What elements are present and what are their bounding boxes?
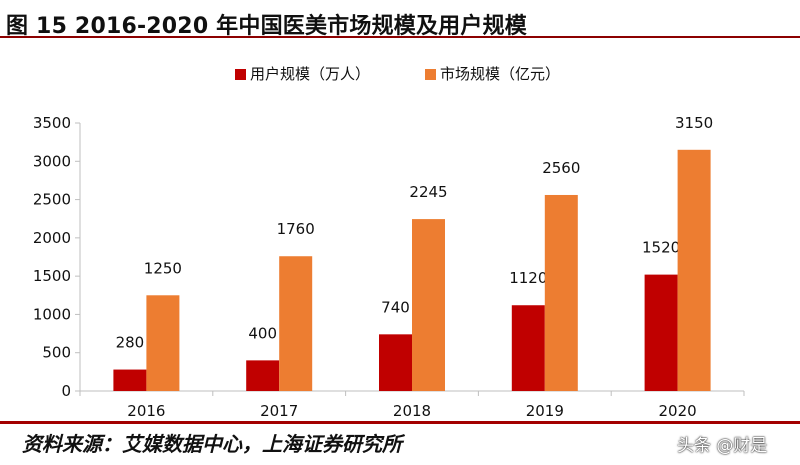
y-tick-label-0: 0 (61, 382, 71, 400)
data-label-market-scale-2020: 3150 (675, 114, 713, 132)
data-label-market-scale-2018: 2245 (409, 183, 447, 201)
x-tick-label-2020: 2020 (659, 402, 697, 420)
data-label-user-scale-2016: 280 (116, 334, 145, 352)
plot-area: 0 500 1000 1500 2000 2500 3000 3500 2016 280 1250 2… (33, 114, 745, 420)
x-tick-label-2019: 2019 (526, 402, 564, 420)
legend-label-1: 用户规模（万人） (250, 65, 370, 83)
title-underline (0, 36, 800, 38)
data-label-user-scale-2020: 1520 (642, 239, 680, 257)
chart-legend: 用户规模（万人） 市场规模（亿元） (235, 65, 560, 83)
data-label-market-scale-2019: 2560 (542, 159, 580, 177)
legend-marker-1 (235, 69, 246, 80)
bar-user-scale-2016 (113, 369, 147, 391)
data-label-market-scale-2017: 1760 (277, 220, 315, 238)
y-tick-label-500: 500 (42, 344, 71, 362)
figure-header: 图 15 2016-2020 年中国医美市场规模及用户规模 (0, 0, 800, 44)
bar-user-scale-2020 (644, 274, 678, 391)
x-tick-label-2016: 2016 (127, 402, 165, 420)
y-tick-label-2500: 2500 (33, 191, 71, 209)
x-tick-label-2018: 2018 (393, 402, 431, 420)
source-note: 资料来源：艾媒数据中心，上海证券研究所 (22, 432, 402, 456)
data-label-user-scale-2017: 400 (248, 324, 277, 342)
figure-title: 图 15 2016-2020 年中国医美市场规模及用户规模 (6, 14, 527, 39)
data-label-user-scale-2019: 1120 (509, 269, 547, 287)
source-divider (0, 421, 800, 424)
watermark-text: 头条 @财是 (677, 436, 768, 456)
y-tick-label-3000: 3000 (33, 152, 71, 170)
data-label-market-scale-2016: 1250 (144, 259, 182, 277)
x-tick-label-2017: 2017 (260, 402, 298, 420)
legend-marker-2 (425, 69, 436, 80)
y-tick-label-1500: 1500 (33, 267, 71, 285)
legend-label-2: 市场规模（亿元） (440, 65, 560, 83)
bar-market-scale-2017 (279, 256, 313, 391)
bar-user-scale-2018 (379, 334, 412, 391)
bar-market-scale-2016 (146, 295, 180, 391)
bar-user-scale-2019 (511, 305, 545, 391)
y-tick-label-3500: 3500 (33, 114, 71, 132)
bar-market-scale-2020 (677, 149, 711, 391)
y-tick-label-2000: 2000 (33, 229, 71, 247)
bar-market-scale-2018 (412, 219, 445, 391)
data-label-user-scale-2018: 740 (381, 298, 410, 316)
bar-market-scale-2019 (544, 194, 578, 391)
y-tick-label-1000: 1000 (33, 305, 71, 323)
bar-user-scale-2017 (246, 360, 280, 391)
